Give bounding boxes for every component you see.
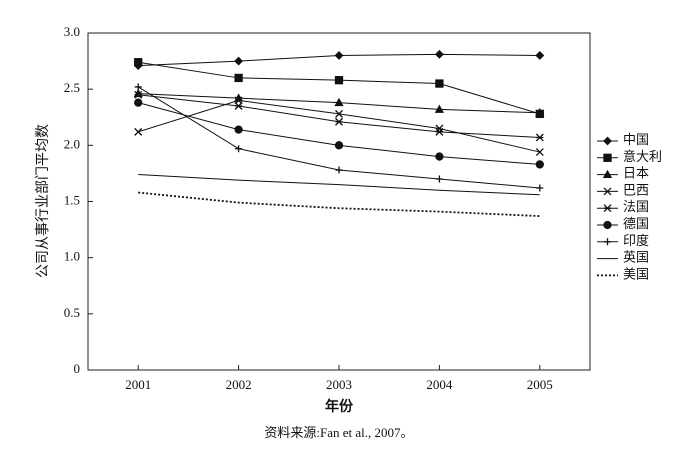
legend-label: 美国 (623, 266, 649, 281)
x-tick-label: 2004 (426, 377, 453, 392)
marker (535, 160, 544, 169)
x-tick-label: 2003 (326, 377, 352, 392)
marker (435, 79, 444, 88)
legend-label: 日本 (623, 166, 649, 181)
marker (134, 90, 143, 99)
marker (435, 127, 444, 136)
legend-label: 意大利 (623, 149, 662, 164)
marker (434, 49, 444, 59)
y-tick-label: 0.5 (64, 305, 80, 320)
series-line (138, 61, 540, 115)
y-tick-label: 2.0 (64, 136, 80, 151)
marker (134, 58, 143, 67)
marker (536, 184, 544, 192)
x-axis-label: 年份 (325, 398, 354, 415)
marker (434, 104, 445, 113)
marker (603, 187, 612, 196)
marker (134, 127, 143, 136)
marker (603, 204, 612, 213)
marker (535, 148, 544, 157)
marker (134, 98, 143, 107)
marker (234, 73, 243, 83)
y-tick-label: 2.5 (64, 80, 80, 95)
marker (435, 124, 444, 133)
marker (435, 152, 444, 161)
y-tick-label: 3.0 (64, 24, 80, 39)
marker (334, 76, 344, 85)
marker (603, 136, 612, 146)
marker (235, 145, 243, 153)
marker (234, 125, 243, 134)
marker (335, 109, 343, 118)
marker (335, 117, 343, 126)
marker (134, 83, 142, 91)
marker (535, 107, 545, 117)
series-line (138, 191, 540, 218)
marker (335, 166, 343, 174)
x-tick-label: 2001 (125, 377, 151, 392)
marker (604, 238, 611, 246)
legend-label: 法国 (623, 199, 649, 214)
legend-label: 英国 (623, 250, 649, 265)
series-line (138, 102, 540, 165)
marker (603, 220, 612, 230)
marker (234, 102, 243, 110)
marker (535, 51, 545, 60)
y-tick-label: 1.5 (64, 192, 80, 207)
caption: 资料来源:Fan et al., 2007。 (264, 425, 413, 440)
marker (334, 97, 344, 107)
marker (603, 153, 612, 162)
x-tick-label: 2002 (226, 377, 252, 392)
legend-label: 德国 (623, 216, 649, 231)
marker (602, 169, 613, 179)
series-line (138, 174, 540, 196)
y-axis-label: 公司从事行业部门平均数 (35, 124, 51, 278)
legend-label: 印度 (623, 233, 649, 248)
marker (535, 133, 544, 142)
y-tick-label: 1.0 (64, 249, 80, 264)
legend-label: 中国 (623, 132, 649, 147)
y-tick-label: 0 (74, 361, 81, 376)
marker (334, 141, 344, 150)
marker (435, 175, 443, 183)
x-tick-label: 2005 (527, 377, 553, 392)
marker (234, 56, 244, 66)
marker (234, 96, 243, 105)
marker (334, 51, 344, 60)
legend-label: 巴西 (623, 182, 649, 197)
